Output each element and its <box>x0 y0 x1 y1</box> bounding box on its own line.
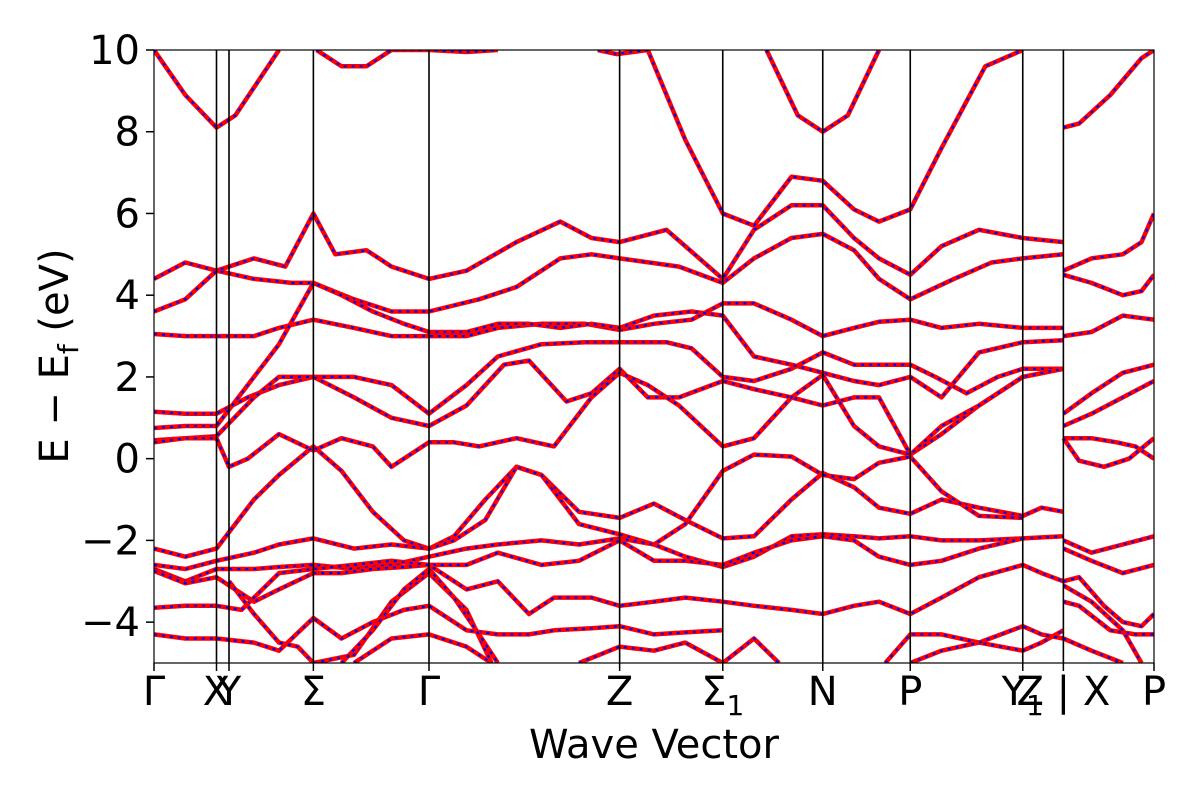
x-tick-label-1: X <box>203 669 230 715</box>
y-axis-label-sub: f <box>52 343 85 354</box>
band-dft-8 <box>1063 313 1154 339</box>
x-tick-label-10: Z | X <box>1017 669 1111 715</box>
band-wannier-31 <box>578 637 780 663</box>
x-tick-label-4: Γ <box>418 669 441 715</box>
plot-frame <box>153 49 1155 664</box>
band-dft-33 <box>909 623 1064 663</box>
x-tick-label-0: Γ <box>143 669 166 715</box>
band-wannier-37 <box>1062 584 1143 663</box>
y-tick-label-7: −4 <box>81 600 140 646</box>
x-tick-label-sub-9: 1 <box>1026 689 1044 722</box>
band-wannier-27 <box>228 580 315 663</box>
y-axis-label: E − Ef (eV) <box>32 248 85 463</box>
band-wannier-35 <box>1063 575 1154 628</box>
y-axis-label-main: E − E <box>32 354 78 464</box>
band-wannier-20 <box>154 453 1023 571</box>
y-axis-label-unit: (eV) <box>32 248 78 344</box>
x-tick-label-7: N <box>808 669 838 715</box>
band-wannier-15 <box>1062 380 1154 428</box>
band-wannier-34 <box>1063 600 1154 636</box>
x-tick-label-8: P <box>898 669 922 715</box>
band-wannier-5 <box>154 204 1064 281</box>
y-tick-label-4: 2 <box>115 355 140 401</box>
band-wannier-11 <box>154 341 1064 416</box>
band-dft-10 <box>1062 212 1154 273</box>
x-tick-label-5: Z <box>606 669 633 715</box>
y-tick-label-1: 8 <box>115 110 140 156</box>
band-dft-1 <box>315 50 498 69</box>
y-axis-ticks: 10 8 6 4 2 0 −2 −4 <box>81 28 154 646</box>
band-wannier-14 <box>1062 363 1154 415</box>
y-tick-label-0: 10 <box>89 28 140 74</box>
x-tick-label-3: Σ <box>301 669 326 715</box>
y-tick-label-3: 4 <box>115 273 140 319</box>
band-wannier-2 <box>597 50 1024 228</box>
band-wannier-4 <box>1063 50 1154 129</box>
band-wannier-24 <box>1062 547 1154 575</box>
band-dft-13 <box>154 358 1064 457</box>
y-tick-label-5: 0 <box>115 437 140 483</box>
y-tick-label-6: −2 <box>81 518 140 564</box>
x-tick-label-2: Y <box>216 669 242 715</box>
band-dft-23 <box>1062 534 1154 555</box>
band-dft-6 <box>154 231 1064 314</box>
high-symmetry-lines <box>215 50 1065 663</box>
x-axis-label: Wave Vector <box>529 722 780 768</box>
band-wannier-25 <box>154 559 1064 616</box>
x-tick-label-11: P <box>1142 669 1166 715</box>
band-wannier-19 <box>154 444 1064 558</box>
x-tick-label-sub-6: 1 <box>726 689 744 722</box>
band-wannier-36 <box>1062 637 1124 663</box>
band-wannier-16 <box>154 367 1064 469</box>
band-wannier-12 <box>154 281 1064 430</box>
y-tick-label-2: 6 <box>115 191 140 237</box>
band-wannier-9 <box>1063 273 1154 297</box>
band-wannier-3 <box>765 50 880 134</box>
band-dft-22 <box>154 534 1024 604</box>
band-wannier-18 <box>1062 437 1154 468</box>
